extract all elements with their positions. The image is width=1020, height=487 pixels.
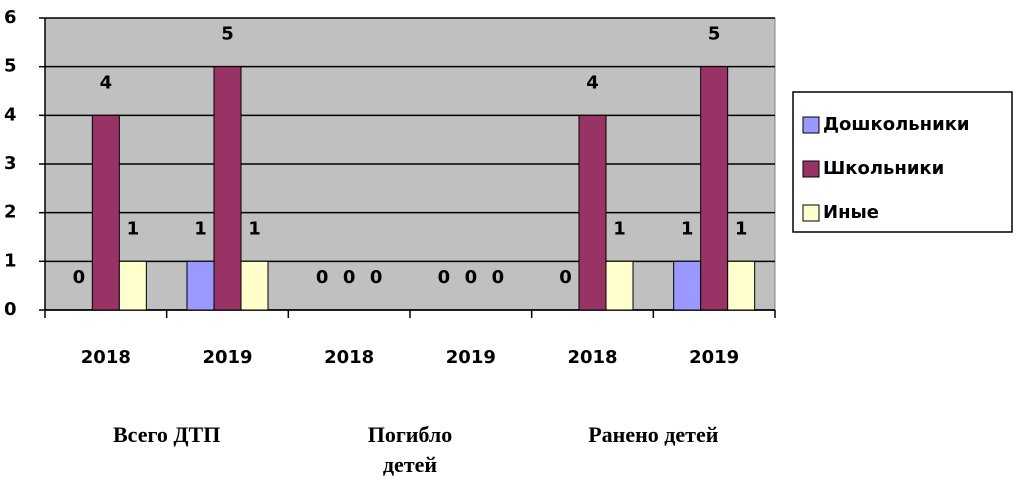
data-label: 0: [316, 267, 329, 288]
data-label: 1: [248, 218, 261, 239]
group-label: Всего ДТП: [112, 422, 221, 447]
x-tick-label: 2018: [567, 347, 617, 368]
y-tick-label: 2: [4, 202, 17, 223]
x-tick-label: 2019: [202, 347, 252, 368]
group-label: Ранено детей: [588, 422, 719, 447]
y-tick-label: 4: [4, 104, 17, 125]
bar: [240, 260, 269, 311]
data-label: 0: [465, 267, 478, 288]
data-label: 1: [613, 218, 626, 239]
legend-swatch: [802, 204, 820, 222]
legend-label: Школьники: [823, 158, 944, 179]
data-label: 0: [343, 267, 356, 288]
y-tick-label: 1: [4, 250, 17, 271]
y-tick-label: 3: [4, 153, 17, 174]
x-tick-label: 2019: [446, 347, 496, 368]
legend-label: Иные: [823, 202, 879, 223]
data-label: 0: [559, 267, 572, 288]
bar: [700, 66, 729, 311]
bar: [186, 260, 215, 311]
bar: [673, 260, 702, 311]
data-label: 1: [127, 218, 140, 239]
x-tick-label: 2018: [81, 347, 131, 368]
y-tick-label: 0: [4, 299, 17, 320]
bar: [213, 66, 242, 311]
data-label: 0: [370, 267, 383, 288]
data-label: 0: [492, 267, 505, 288]
data-label: 1: [194, 218, 207, 239]
bar: [605, 260, 634, 311]
data-label: 1: [681, 218, 694, 239]
bar: [91, 114, 120, 311]
y-tick-label: 6: [4, 7, 17, 28]
data-label: 5: [221, 24, 234, 45]
data-label: 0: [73, 267, 86, 288]
data-label: 4: [100, 72, 113, 93]
bar: [578, 114, 607, 311]
legend-box: [792, 91, 1013, 233]
bar: [727, 260, 756, 311]
legend-swatch: [802, 116, 820, 134]
data-label: 5: [708, 24, 721, 45]
group-label: Погибло детей: [367, 422, 453, 477]
bar: [118, 260, 147, 311]
data-label: 4: [586, 72, 599, 93]
legend-swatch: [802, 160, 820, 178]
x-tick-label: 2018: [324, 347, 374, 368]
y-tick-label: 5: [4, 56, 17, 77]
legend-label: Дошкольники: [823, 114, 970, 135]
x-tick-label: 2019: [689, 347, 739, 368]
data-label: 1: [735, 218, 748, 239]
data-label: 0: [438, 267, 451, 288]
